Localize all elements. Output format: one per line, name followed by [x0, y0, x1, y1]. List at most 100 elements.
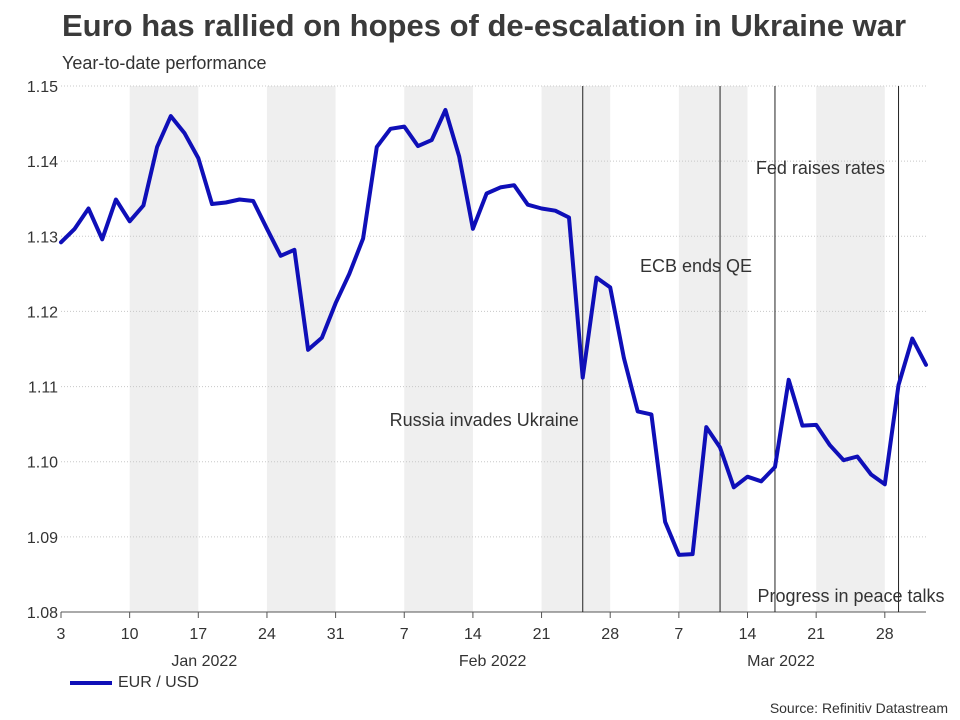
- legend-label-eurusd: EUR / USD: [118, 674, 199, 691]
- data-point: [869, 472, 873, 476]
- data-point: [746, 475, 750, 479]
- x-tick-label: 21: [807, 626, 825, 643]
- x-tick-label: 21: [533, 626, 551, 643]
- event-annotation: Russia invades Ukraine: [390, 410, 579, 430]
- data-point: [59, 240, 63, 244]
- data-point: [718, 445, 722, 449]
- x-tick-label: 28: [876, 626, 894, 643]
- data-point: [155, 145, 159, 149]
- data-point: [800, 424, 804, 428]
- x-tick-label: 14: [464, 626, 482, 643]
- data-point: [416, 144, 420, 148]
- shaded-week-band: [129, 86, 199, 612]
- x-tick-label: 28: [601, 626, 619, 643]
- x-tick-label: 10: [121, 626, 139, 643]
- data-point: [457, 155, 461, 159]
- data-point: [594, 276, 598, 280]
- data-point: [512, 183, 516, 187]
- data-point: [663, 520, 667, 524]
- data-point: [402, 125, 406, 129]
- data-point: [347, 272, 351, 276]
- data-point: [828, 443, 832, 447]
- data-point: [842, 458, 846, 462]
- data-point: [237, 197, 241, 201]
- x-tick-label: 7: [400, 626, 409, 643]
- data-point: [498, 185, 502, 189]
- event-annotation: ECB ends QE: [640, 256, 752, 276]
- data-point: [183, 131, 187, 135]
- data-point: [443, 108, 447, 112]
- data-point: [306, 348, 310, 352]
- data-point: [691, 552, 695, 556]
- data-point: [265, 227, 269, 231]
- y-tick-label: 1.14: [27, 154, 58, 171]
- data-point: [251, 199, 255, 203]
- data-point: [471, 227, 475, 231]
- data-point: [759, 479, 763, 483]
- data-point: [128, 219, 132, 223]
- data-point: [375, 145, 379, 149]
- data-point: [553, 209, 557, 213]
- data-point: [814, 423, 818, 427]
- data-point: [224, 200, 228, 204]
- shaded-week-band: [266, 86, 336, 612]
- x-month-label: Feb 2022: [459, 653, 527, 670]
- data-point: [636, 409, 640, 413]
- data-point: [114, 197, 118, 201]
- y-tick-label: 1.11: [28, 380, 58, 397]
- data-point: [924, 363, 928, 367]
- x-tick-label: 17: [189, 626, 207, 643]
- data-point: [581, 376, 585, 380]
- data-point: [141, 203, 145, 207]
- data-point: [883, 482, 887, 486]
- data-point: [100, 237, 104, 241]
- legend-swatch-eurusd: [70, 681, 112, 685]
- y-tick-label: 1.10: [27, 455, 58, 472]
- data-point: [677, 553, 681, 557]
- x-month-label: Jan 2022: [171, 653, 237, 670]
- source-note: Source: Refinitiv Datastream: [769, 700, 948, 716]
- shaded-week-band: [678, 86, 748, 612]
- data-point: [430, 138, 434, 142]
- data-point: [485, 191, 489, 195]
- data-point: [169, 114, 173, 118]
- series-line-eurusd: [59, 108, 928, 557]
- data-point: [649, 412, 653, 416]
- y-tick-label: 1.09: [27, 530, 58, 547]
- data-point: [292, 248, 296, 252]
- data-point: [526, 203, 530, 207]
- data-point: [279, 254, 283, 258]
- legend: EUR / USD: [70, 674, 199, 692]
- data-point: [389, 127, 393, 131]
- data-point: [86, 206, 90, 210]
- data-point: [196, 156, 200, 160]
- data-point: [334, 301, 338, 305]
- x-month-label: Mar 2022: [747, 653, 815, 670]
- data-point: [732, 485, 736, 489]
- data-point: [773, 465, 777, 469]
- y-tick-label: 1.15: [27, 79, 58, 96]
- chart-title: Euro has rallied on hopes of de-escalati…: [62, 8, 907, 43]
- shaded-week-band: [541, 86, 611, 612]
- data-point: [704, 425, 708, 429]
- data-point: [897, 383, 901, 387]
- event-annotation: Fed raises rates: [756, 158, 885, 178]
- y-tick-label: 1.12: [27, 304, 58, 321]
- chart-subtitle: Year-to-date performance: [62, 53, 267, 73]
- x-tick-label: 14: [739, 626, 757, 643]
- y-tick-label: 1.13: [27, 229, 58, 246]
- data-point: [361, 237, 365, 241]
- data-point: [910, 336, 914, 340]
- data-point: [855, 454, 859, 458]
- x-tick-label: 7: [674, 626, 683, 643]
- x-tick-label: 31: [327, 626, 345, 643]
- data-point: [73, 227, 77, 231]
- y-tick-label: 1.08: [27, 605, 58, 622]
- x-tick-label: 3: [57, 626, 66, 643]
- data-point: [567, 216, 571, 219]
- event-annotation: Progress in peace talks: [757, 586, 944, 606]
- shaded-week-band: [816, 86, 885, 612]
- x-tick-label: 24: [258, 626, 276, 643]
- data-point: [622, 356, 626, 360]
